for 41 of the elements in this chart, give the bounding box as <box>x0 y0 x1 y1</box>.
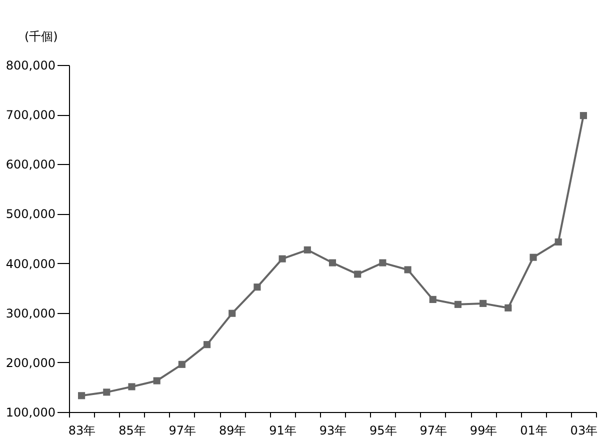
point <box>404 266 412 274</box>
x-tick-label: 93年 <box>319 424 347 438</box>
point <box>454 300 462 308</box>
point <box>429 296 436 304</box>
y-tick-label: 100,000 <box>6 406 56 420</box>
x-tick-label: 99年 <box>470 424 498 438</box>
x-tick-label: 01年 <box>520 424 548 438</box>
point <box>178 360 186 368</box>
point <box>480 300 487 307</box>
x-tick-label: 97年 <box>168 424 196 438</box>
point <box>379 259 386 266</box>
x-tick-label: 03年 <box>570 424 598 438</box>
y-tick-label: 600,000 <box>6 158 56 172</box>
point <box>153 377 160 384</box>
x-tick-label: 95年 <box>370 424 397 438</box>
x-tick-label: 91年 <box>269 424 296 438</box>
point <box>554 238 562 246</box>
x-tick-label: 83年 <box>68 424 96 438</box>
point <box>103 388 110 396</box>
y-tick-label: 200,000 <box>6 356 56 370</box>
point <box>278 255 286 262</box>
y-tick-label: 700,000 <box>6 108 56 122</box>
point <box>78 392 86 400</box>
point <box>580 112 587 120</box>
x-tick-label: 97年 <box>420 424 448 438</box>
point <box>530 254 537 261</box>
point <box>203 341 211 348</box>
y-tick-label: 400,000 <box>6 256 56 271</box>
point <box>254 284 261 291</box>
point <box>504 304 512 312</box>
point <box>228 310 236 317</box>
point <box>354 270 362 278</box>
point <box>304 246 311 254</box>
y-axis-title: (千個) <box>24 30 58 44</box>
point <box>328 259 336 266</box>
y-tick-label: 500,000 <box>6 207 56 222</box>
x-tick-label: 89年 <box>218 424 246 438</box>
x-tick-label: 85年 <box>118 424 146 438</box>
y-tick-label: 300,000 <box>6 306 56 320</box>
y-tick-label: 800,000 <box>6 58 56 72</box>
point <box>128 383 136 390</box>
